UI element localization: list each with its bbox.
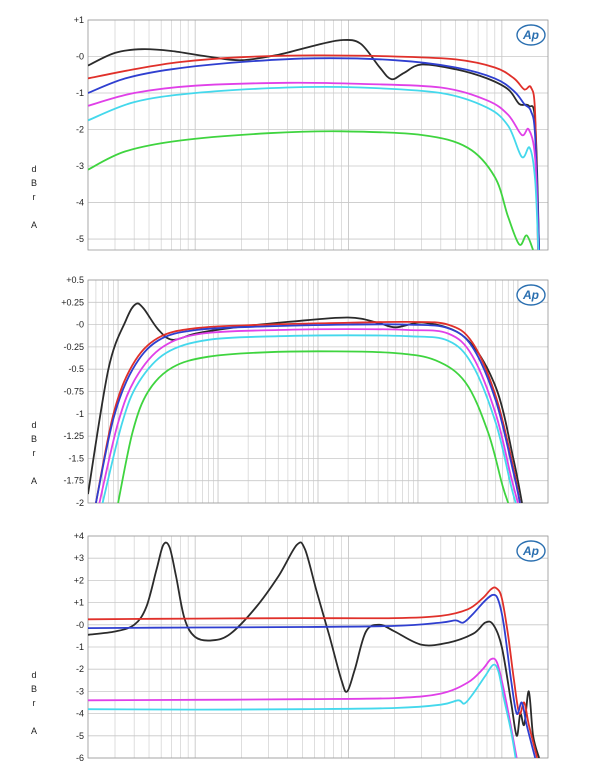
series-line-blue bbox=[95, 323, 521, 503]
y-tick-label: -1 bbox=[76, 88, 84, 98]
y-tick-label: -0 bbox=[76, 52, 84, 62]
series-line-black bbox=[88, 39, 540, 250]
plot-frame bbox=[87, 19, 549, 251]
chart-panel-1: +1 -0 -1 -2 -3 -4 -5 dBr A Ap bbox=[31, 15, 549, 251]
y-tick-label: -1.25 bbox=[63, 431, 84, 441]
ap-logo-ring bbox=[516, 284, 546, 306]
series-group bbox=[88, 302, 523, 503]
series-line-red bbox=[95, 320, 521, 503]
y-tick-label: +1 bbox=[74, 598, 84, 608]
y-tick-label: -1 bbox=[76, 409, 84, 419]
y-tick-label: -5 bbox=[76, 731, 84, 741]
y-axis-label-char: d bbox=[31, 164, 36, 174]
series-line-green bbox=[117, 350, 510, 503]
grid bbox=[87, 279, 549, 504]
y-tick-label: -0.5 bbox=[68, 364, 84, 374]
series-line-black bbox=[88, 302, 523, 503]
ap-logo-text: Ap bbox=[522, 28, 539, 42]
y-tick-label: +0.25 bbox=[61, 297, 84, 307]
y-tick-label: -4 bbox=[76, 709, 84, 719]
series-line-green bbox=[88, 130, 534, 250]
series-line-cyan bbox=[101, 334, 517, 503]
y-axis-label-char: B bbox=[31, 684, 37, 694]
y-tick-label: -0.75 bbox=[63, 387, 84, 397]
y-tick-label: -0 bbox=[76, 320, 84, 330]
y-axis-label-char: r bbox=[33, 448, 36, 458]
y-tick-label: -3 bbox=[76, 686, 84, 696]
y-tick-label: -4 bbox=[76, 198, 84, 208]
series-line-blue bbox=[88, 593, 537, 758]
y-axis-label-char: d bbox=[31, 420, 36, 430]
ap-logo-text: Ap bbox=[522, 544, 539, 558]
y-tick-label: -5 bbox=[76, 234, 84, 244]
ap-logo-text: Ap bbox=[522, 288, 539, 302]
series-line-blue bbox=[88, 57, 540, 250]
y-tick-label: -3 bbox=[76, 161, 84, 171]
plot-frame bbox=[87, 535, 549, 759]
y-tick-label: +3 bbox=[74, 553, 84, 563]
y-axis-label-char: B bbox=[31, 434, 37, 444]
series-line-magenta bbox=[88, 81, 540, 250]
series-line-cyan bbox=[88, 85, 540, 250]
y-tick-label: +2 bbox=[74, 575, 84, 585]
series-group bbox=[88, 541, 540, 758]
y-axis-label-char: A bbox=[31, 726, 37, 736]
ap-logo: Ap bbox=[516, 284, 546, 306]
y-tick-label: +0.5 bbox=[66, 275, 84, 285]
y-axis-label-char: r bbox=[33, 192, 36, 202]
y-tick-label: -0.25 bbox=[63, 342, 84, 352]
ap-logo: Ap bbox=[516, 24, 546, 46]
y-tick-label: -6 bbox=[76, 753, 84, 763]
ap-logo: Ap bbox=[516, 540, 546, 562]
chart-panel-2: +0.5 +0.25 -0 -0.25 -0.5 -0.75 -1 -1.25 -1.5 -1.7… bbox=[31, 275, 549, 508]
y-axis-label-char: r bbox=[33, 698, 36, 708]
y-tick-label: +4 bbox=[74, 531, 84, 541]
series-group bbox=[88, 39, 540, 250]
y-axis-label-char: d bbox=[31, 670, 36, 680]
y-axis-label-char: B bbox=[31, 178, 37, 188]
y-tick-label: -2 bbox=[76, 664, 84, 674]
y-tick-label: -2 bbox=[76, 125, 84, 135]
series-line-cyan bbox=[88, 663, 517, 758]
y-axis-label-char: A bbox=[31, 476, 37, 486]
y-tick-label: +1 bbox=[74, 15, 84, 25]
series-line-red bbox=[88, 586, 539, 758]
series-line-magenta bbox=[98, 328, 519, 503]
ap-logo-ring bbox=[516, 540, 546, 562]
ap-logo-ring bbox=[516, 24, 546, 46]
y-tick-label: -0 bbox=[76, 620, 84, 630]
plot-frame bbox=[87, 279, 549, 504]
series-line-magenta bbox=[88, 657, 518, 758]
series-line-red bbox=[88, 54, 539, 250]
chart-panel-3: +4 +3 +2 +1 -0 -1 -2 -3 -4 -5 -6 dBr A Ap bbox=[31, 531, 549, 763]
y-tick-label: -2 bbox=[76, 498, 84, 508]
y-tick-label: -1 bbox=[76, 642, 84, 652]
y-tick-label: -1.75 bbox=[63, 476, 84, 486]
y-axis-label-char: A bbox=[31, 220, 37, 230]
y-tick-label: -1.5 bbox=[68, 453, 84, 463]
series-line-black bbox=[88, 541, 540, 758]
